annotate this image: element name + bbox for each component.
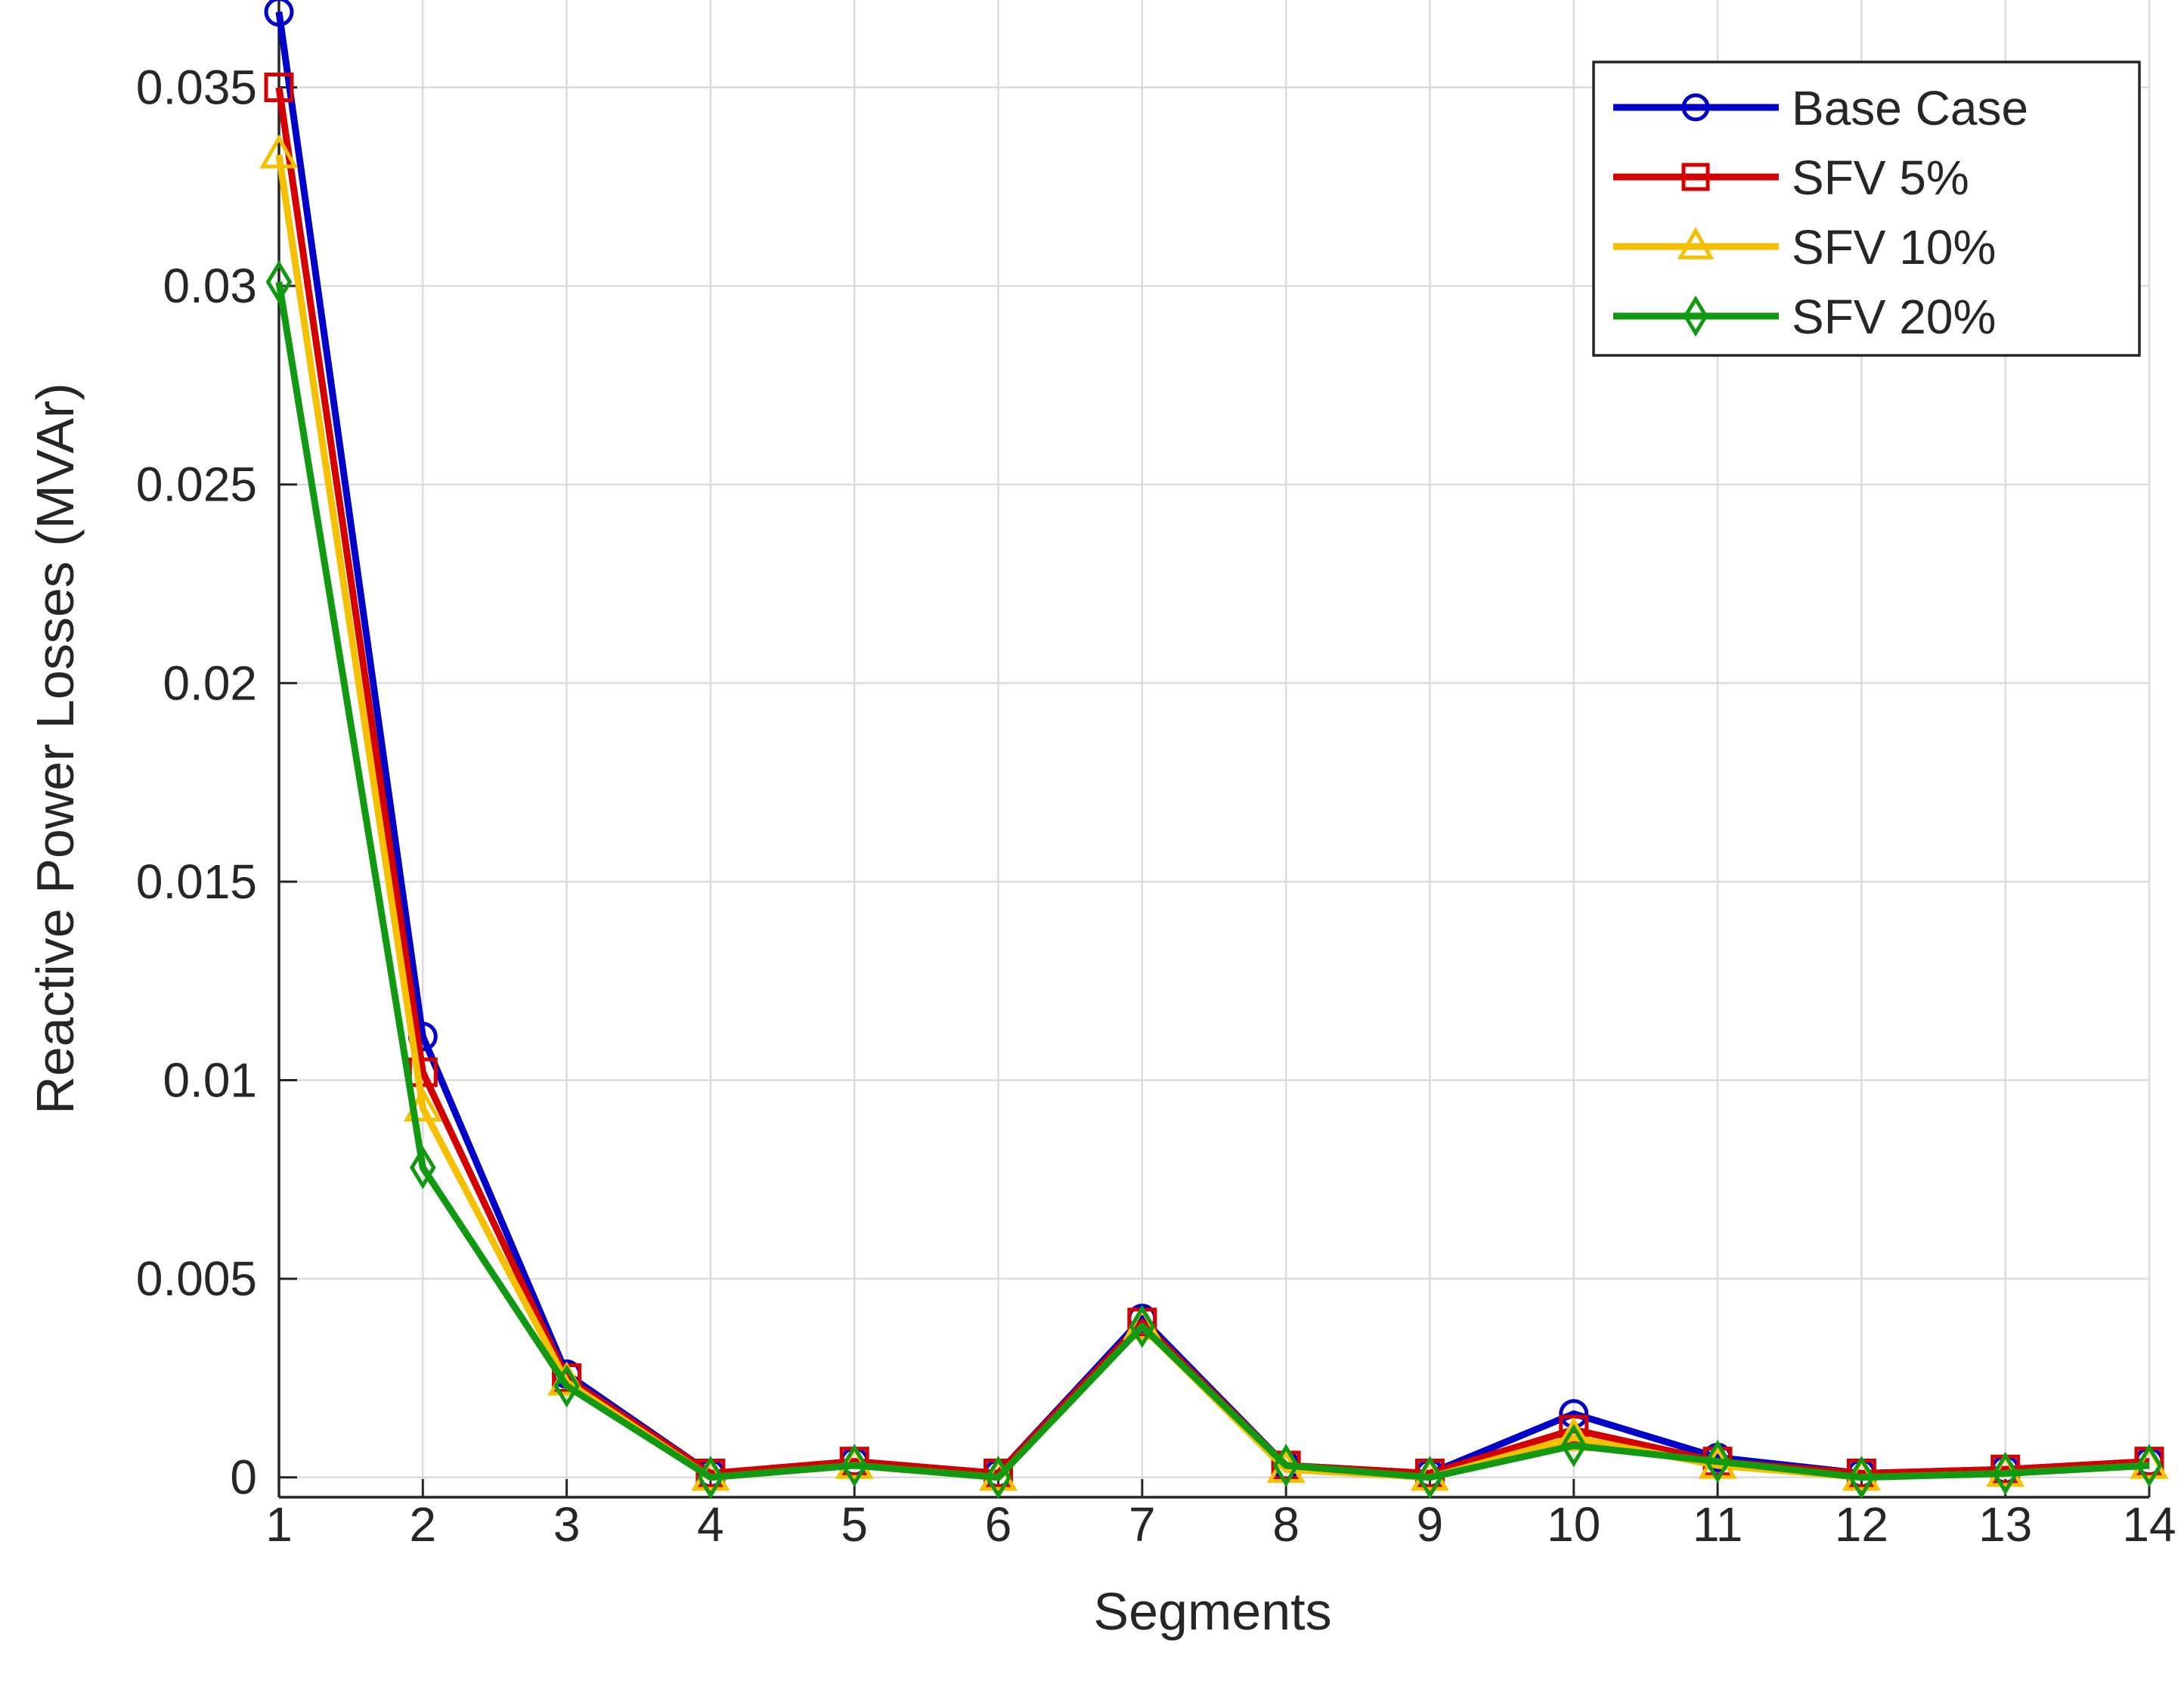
legend-label: SFV 10% <box>1792 220 1996 274</box>
data-point <box>2136 1444 2163 1487</box>
legend-entry: Base Case <box>1613 81 2028 135</box>
x-tick-label: 10 <box>1547 1497 1600 1552</box>
y-axis-label: Reactive Power Losses (MVAr) <box>26 383 85 1114</box>
data-point <box>1129 1304 1156 1348</box>
legend-marker <box>1681 163 1710 191</box>
y-tick-label: 0.01 <box>163 1053 257 1108</box>
legend-entry: SFV 10% <box>1613 220 1996 274</box>
legend: Base Case SFV 5% SFV 10% SFV 20% <box>1592 60 2141 357</box>
x-tick-label: 5 <box>841 1497 868 1552</box>
legend-marker <box>1681 93 1710 122</box>
y-tick-label: 0.035 <box>136 60 257 115</box>
y-tick-label: 0.015 <box>136 854 257 909</box>
data-point <box>259 134 299 169</box>
series-line <box>275 281 2150 1481</box>
legend-label: Base Case <box>1792 81 2028 135</box>
legend-label: SFV 20% <box>1792 290 1996 344</box>
x-tick-label: 11 <box>1693 1497 1743 1552</box>
y-tick-label: 0 <box>230 1450 257 1505</box>
legend-entry: SFV 5% <box>1613 150 1969 205</box>
data-point <box>264 73 294 103</box>
y-tick-label: 0.03 <box>163 259 257 313</box>
x-tick-label: 3 <box>553 1497 581 1552</box>
y-tick-label: 0.005 <box>136 1251 257 1306</box>
legend-marker <box>1677 227 1715 259</box>
data-point <box>265 260 293 304</box>
data-point <box>985 1456 1011 1499</box>
x-tick-label: 8 <box>1272 1497 1300 1552</box>
series-layer <box>259 0 2169 1499</box>
x-tick-label: 7 <box>1129 1497 1156 1552</box>
x-tick-label: 6 <box>985 1497 1012 1552</box>
y-tick-label: 0.025 <box>136 457 257 512</box>
legend-entry: SFV 20% <box>1613 290 1996 344</box>
x-tick-label: 12 <box>1835 1497 1888 1552</box>
data-point <box>1272 1444 1300 1487</box>
tick-labels: 1 2 3 4 5 6 7 8 9 10 11 12 13 1400.0050.010.0150.020.… <box>136 60 2176 1552</box>
legend-label: SFV 5% <box>1792 150 1969 205</box>
data-point <box>264 0 294 27</box>
data-point <box>553 1364 580 1408</box>
series-sfv-20- <box>265 260 2163 1499</box>
x-axis-label: Segments <box>1093 1582 1331 1641</box>
x-tick-label: 9 <box>1417 1497 1444 1552</box>
x-tick-label: 13 <box>1978 1497 2032 1552</box>
x-tick-label: 14 <box>2122 1497 2176 1552</box>
data-point <box>1554 1417 1594 1452</box>
data-point <box>1560 1424 1588 1468</box>
data-point <box>1848 1456 1875 1499</box>
y-tick-label: 0.02 <box>163 656 257 710</box>
data-point <box>1704 1440 1731 1484</box>
data-point <box>697 1456 724 1499</box>
data-point <box>1992 1451 2019 1496</box>
x-tick-label: 4 <box>697 1497 724 1552</box>
x-tick-label: 2 <box>410 1497 437 1552</box>
legend-marker <box>1683 295 1708 337</box>
data-point <box>409 1146 436 1189</box>
data-point <box>1417 1456 1443 1499</box>
x-tick-label: 1 <box>265 1497 293 1552</box>
data-point <box>841 1444 868 1487</box>
